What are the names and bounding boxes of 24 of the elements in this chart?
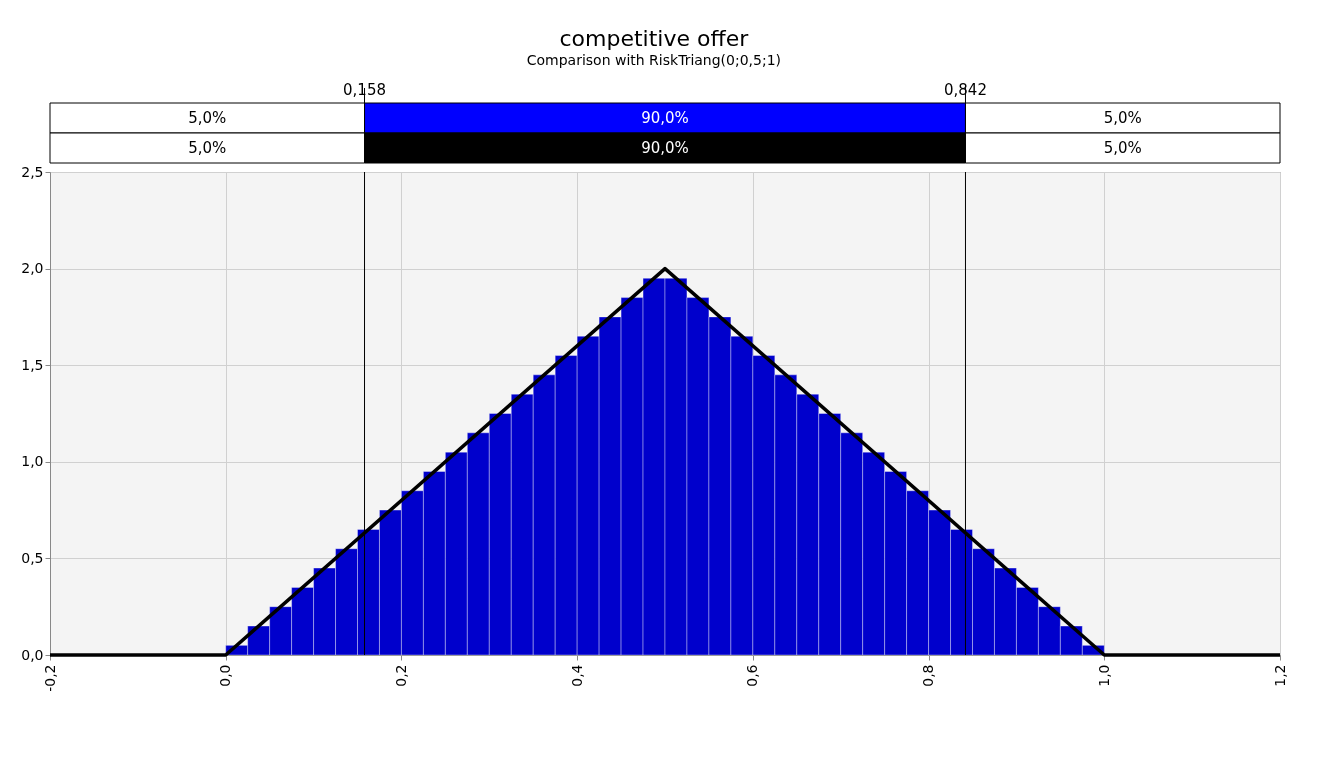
- y-tick-label: 2,5: [21, 163, 44, 180]
- x-tick-label: 1,2: [1271, 664, 1288, 687]
- text: 5,0%: [188, 139, 227, 157]
- text: 90,0%: [641, 139, 689, 157]
- text: 90,0%: [641, 109, 689, 127]
- y-tick-label: 0,5: [21, 549, 44, 566]
- ref-line-label: 0,842: [943, 81, 987, 99]
- y-tick-label: 1,0: [21, 453, 44, 470]
- ref-line-label: 0,158: [343, 81, 387, 99]
- text: 5,0%: [1103, 139, 1142, 157]
- x-tick-label: -0,2: [41, 664, 58, 692]
- x-tick-label: 0,6: [744, 664, 761, 687]
- text: 5,0%: [188, 109, 227, 127]
- y-tick-label: 2,0: [21, 260, 44, 277]
- y-tick-label: 1,5: [21, 356, 44, 373]
- x-tick-label: 0,0: [217, 664, 234, 687]
- text: 5,0%: [1103, 109, 1142, 127]
- chart-subtitle: Comparison with RiskTriang(0;0,5;1): [526, 52, 782, 68]
- x-tick-label: 1,0: [1095, 664, 1112, 687]
- x-tick-label: 0,4: [568, 664, 585, 687]
- x-tick-label: 0,2: [392, 664, 409, 687]
- chart-title: competitive offer: [559, 26, 750, 51]
- x-tick-label: 0,8: [920, 664, 937, 687]
- y-tick-label: 0,0: [21, 646, 44, 663]
